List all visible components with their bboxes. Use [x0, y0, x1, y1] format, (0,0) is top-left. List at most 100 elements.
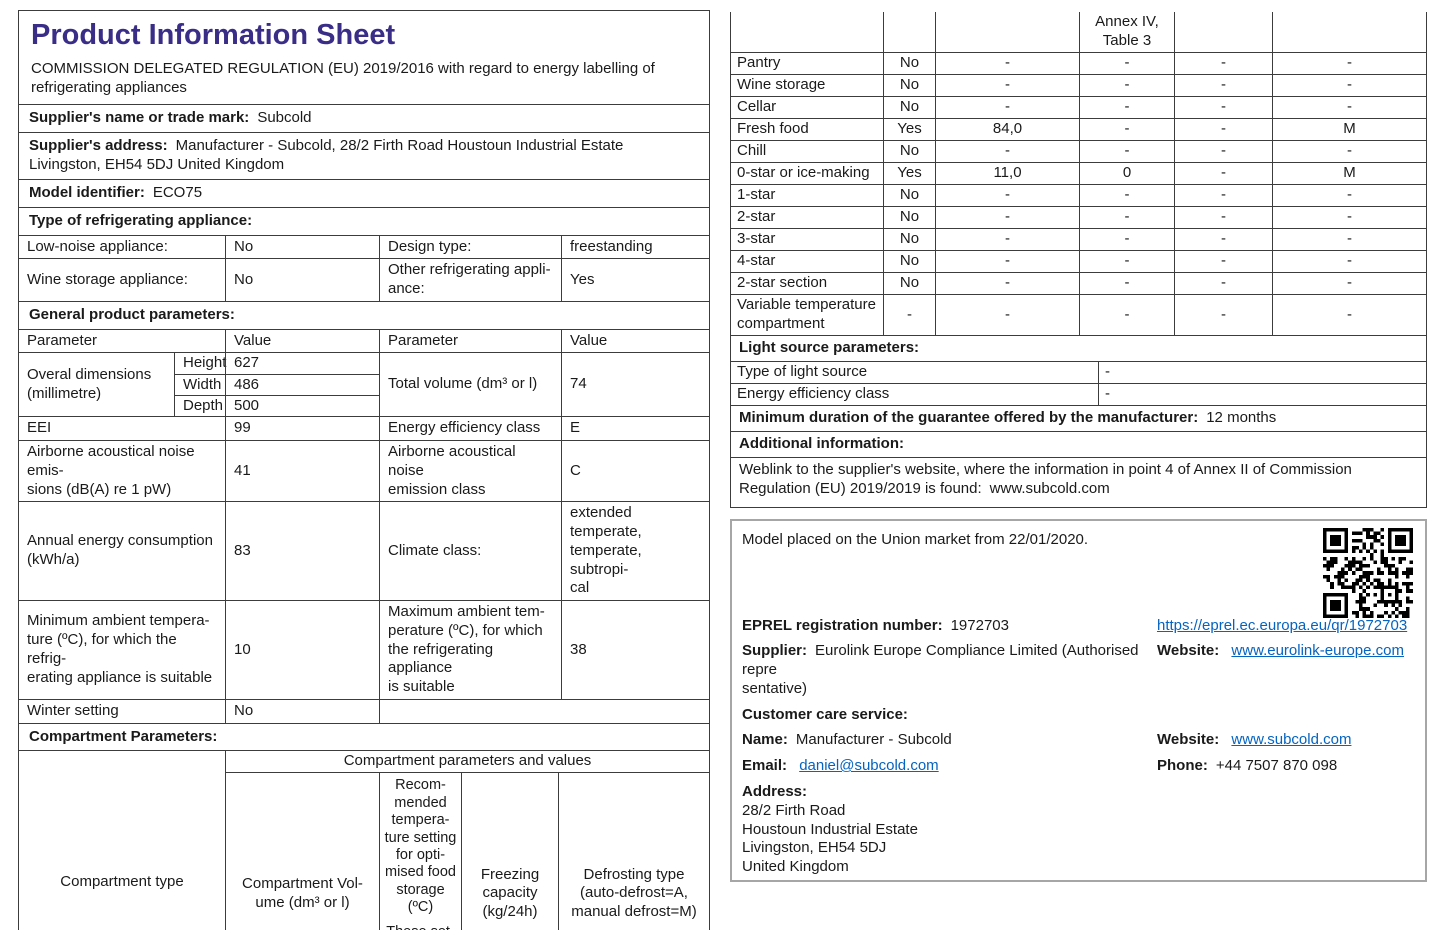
temp-cell: - [1079, 185, 1174, 206]
additional-info-heading: Additional information: [731, 432, 1426, 458]
freezing-cell: - [1174, 251, 1272, 272]
param-label: Minimum ambient tempera- ture (ºC), for … [27, 612, 213, 686]
param-label: Winter setting [27, 701, 119, 719]
compartment-type-cell: 0-star or ice-making [737, 164, 870, 182]
defrost-cell: - [1272, 97, 1426, 118]
param-value: No [225, 235, 379, 259]
present-cell: No [883, 75, 935, 96]
column-header: Parameter [379, 329, 561, 353]
type-row-1: Low-noise appliance: No Design type: fre… [19, 234, 709, 259]
freezing-cell: - [1174, 185, 1272, 206]
address-label: Address: [742, 782, 808, 800]
phone-value: +44 7507 870 098 [1215, 757, 1338, 774]
right-document-column: Annex IV, Table 3 Pantry No - - - - Wine… [730, 0, 1427, 882]
param-value: No [225, 259, 379, 301]
empty-cell [379, 699, 709, 723]
regulation-subtitle: COMMISSION DELEGATED REGULATION (EU) 201… [31, 60, 655, 97]
param-value: 99 [225, 417, 379, 441]
model-identifier-value: ECO75 [152, 183, 203, 201]
temp-cell: - [1079, 141, 1174, 162]
supplier-value: Eurolink Europe Compliance Limited (Auth… [742, 642, 1139, 697]
energy-row: Annual energy consumption (kWh/a) 83 Cli… [19, 501, 709, 601]
compartment-type-cell: Cellar [737, 98, 777, 116]
param-label: Annual energy consumption (kWh/a) [27, 532, 213, 569]
freezing-cell: - [1174, 163, 1272, 184]
eurolink-website-link[interactable]: www.eurolink-europe.com [1231, 642, 1404, 660]
model-identifier-label: Model identifier: [29, 183, 145, 201]
compartment-row-cellar: Cellar No - - - - [731, 97, 1426, 119]
param-label: Total volume (dm³ or l) [379, 353, 561, 417]
volume-cell: - [935, 273, 1079, 294]
compartment-type-cell: Pantry [737, 54, 781, 72]
volume-cell: - [935, 53, 1079, 74]
compartment-values-table: Annex IV, Table 3 Pantry No - - - - Wine… [730, 12, 1427, 508]
temp-cell: - [1079, 97, 1174, 118]
supplier-row: Supplier: Eurolink Europe Compliance Limi… [742, 642, 1415, 698]
param-label: Energy efficiency class [737, 385, 890, 403]
address-line: 28/2 Firth Road [742, 801, 846, 819]
compartment-type-cell: Chill [737, 142, 767, 160]
defrosting-type-column-header: Defrosting type (auto-defrost=A, manual … [558, 772, 709, 930]
temp-cell: - [1079, 229, 1174, 250]
param-value: C [561, 441, 709, 502]
defrost-cell: M [1272, 119, 1426, 140]
general-section-heading: General product parameters: [19, 300, 709, 329]
email-link[interactable]: daniel@subcold.com [799, 757, 939, 774]
defrost-cell: - [1272, 53, 1426, 74]
eei-row: EEI 99 Energy efficiency class E [19, 416, 709, 441]
dimensions-row: Overal dimensions (millimetre) Height 62… [19, 352, 709, 417]
volume-cell: 84,0 [935, 119, 1079, 140]
annex-reference: Annex IV, Table 3 [1079, 12, 1174, 52]
light-source-heading: Light source parameters: [731, 336, 1426, 362]
present-cell: No [883, 229, 935, 250]
param-value: - [1098, 362, 1426, 383]
defrost-cell: - [1272, 273, 1426, 294]
supplier-label: Supplier: [742, 642, 808, 660]
supplier-address-value: Manufacturer - Subcold, 28/2 Firth Road … [29, 136, 624, 173]
temp-cell: - [1079, 53, 1174, 74]
present-cell: Yes [883, 163, 935, 184]
supplier-name-value: Subcold [257, 108, 312, 126]
temp-cell: - [1079, 251, 1174, 272]
freezing-cell: - [1174, 229, 1272, 250]
defrost-cell: - [1272, 185, 1426, 206]
param-value: 38 [561, 601, 709, 699]
dimension-value: 500 [225, 395, 379, 417]
param-label: Climate class: [379, 502, 561, 601]
eprel-link[interactable]: https://eprel.ec.europa.eu/qr/1972703 [1157, 616, 1408, 634]
freezing-cell: - [1174, 97, 1272, 118]
guarantee-label: Minimum duration of the guarantee offere… [739, 409, 1199, 426]
name-label: Name: [742, 731, 788, 749]
temp-cell: 0 [1079, 163, 1174, 184]
compartment-row-2-star-section: 2-star section No - - - - [731, 273, 1426, 295]
supplier-address-label: Supplier's address: [29, 136, 168, 154]
volume-cell: - [935, 141, 1079, 162]
subcold-website-link[interactable]: www.subcold.com [1231, 731, 1352, 749]
present-cell: No [883, 251, 935, 272]
defrost-cell: - [1272, 295, 1426, 335]
empty-cell [731, 12, 883, 52]
empty-cell [1272, 12, 1426, 52]
compartment-row-3-star: 3-star No - - - - [731, 229, 1426, 251]
dimensions-label: Overal dimensions (millimetre) [27, 366, 152, 402]
present-cell: No [883, 185, 935, 206]
parameter-header-row: Parameter Value Parameter Value [19, 328, 709, 353]
freezing-cell: - [1174, 75, 1272, 96]
dimension-name: Depth [174, 395, 225, 417]
compartment-type-cell: Variable temperature compartment [737, 296, 876, 332]
recommended-temp-text-1: Recom- mended tempera- ture setting for … [384, 777, 457, 916]
compartment-type-cell: Wine storage [737, 76, 826, 94]
param-value: Yes [561, 259, 709, 301]
phone-label: Phone: [1157, 757, 1208, 774]
volume-cell: 11,0 [935, 163, 1079, 184]
dimension-name: Width [174, 374, 225, 396]
freezing-cell: - [1174, 119, 1272, 140]
volume-cell: - [935, 295, 1079, 335]
param-value: 41 [225, 441, 379, 502]
freezing-cell: - [1174, 141, 1272, 162]
temp-cell: - [1079, 295, 1174, 335]
param-value: 83 [225, 502, 379, 601]
model-identifier-row: Model identifier: ECO75 [19, 178, 709, 207]
defrost-cell: - [1272, 251, 1426, 272]
param-value: 74 [561, 353, 709, 417]
